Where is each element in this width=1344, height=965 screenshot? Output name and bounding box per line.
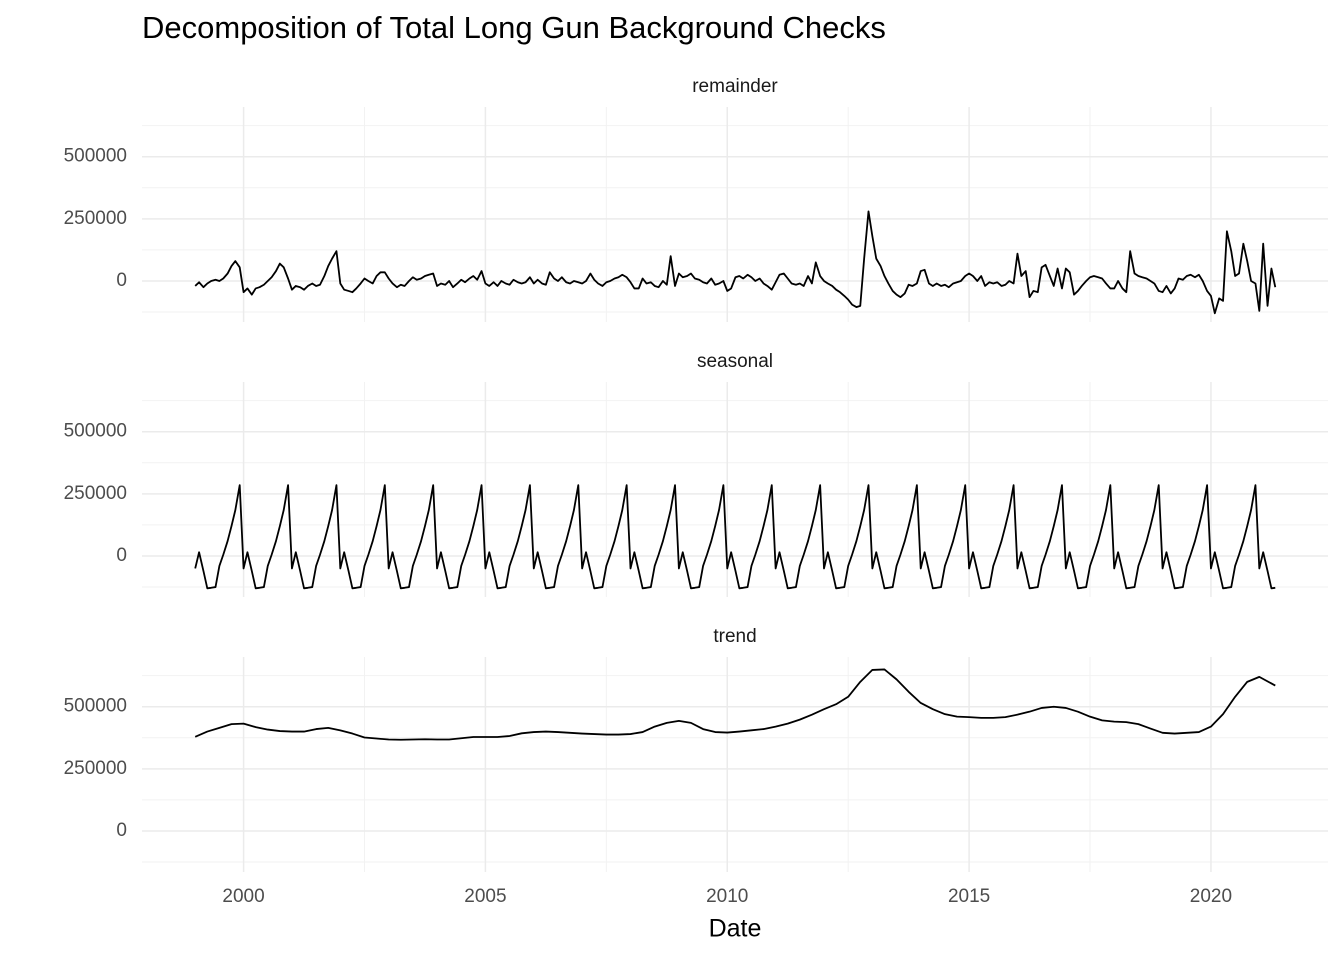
x-tick-label: 2000 (222, 886, 264, 907)
chart-title: Decomposition of Total Long Gun Backgrou… (142, 10, 886, 45)
strip-title: seasonal (697, 351, 773, 372)
x-tick-label: 2020 (1190, 886, 1232, 907)
y-tick-label: 500000 (64, 696, 127, 717)
strip-title: remainder (692, 76, 778, 97)
y-tick-label: 250000 (64, 208, 127, 229)
y-tick-label: 500000 (64, 421, 127, 442)
x-tick-label: 2015 (948, 886, 990, 907)
line (194, 210, 1277, 315)
y-tick-label: 250000 (64, 483, 127, 504)
y-tick-label: 250000 (64, 758, 127, 779)
y-tick-label: 0 (116, 545, 127, 566)
x-axis-label: Date (709, 915, 762, 943)
y-tick-label: 500000 (64, 146, 127, 167)
y-tick-label: 0 (116, 270, 127, 291)
line (194, 484, 1276, 590)
x-tick-label: 2005 (464, 886, 506, 907)
strip-title: trend (713, 626, 756, 647)
x-tick-label: 2010 (706, 886, 748, 907)
y-tick-label: 0 (116, 820, 127, 841)
line (194, 668, 1276, 741)
